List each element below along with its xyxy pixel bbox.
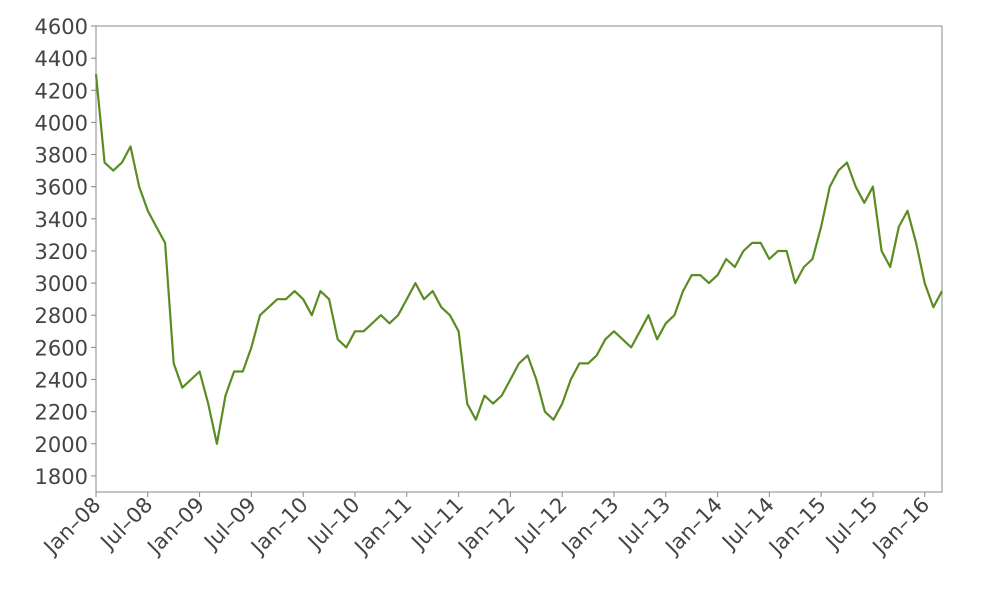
x-tick-label: Jan–14: [659, 493, 727, 561]
x-tick-label: Jan–10: [245, 493, 313, 561]
y-tick-label: 4200: [35, 79, 88, 103]
x-tick-label: Jan–08: [38, 493, 106, 561]
plot-frame: [95, 25, 943, 493]
y-tick-label: 2200: [35, 401, 88, 425]
y-tick-label: 2400: [35, 369, 88, 393]
y-tick-label: 4600: [35, 15, 88, 39]
y-tick-label: 2800: [35, 304, 88, 328]
x-tick-label: Jan–16: [867, 493, 935, 561]
y-tick-label: 3000: [35, 272, 88, 296]
x-tick-label: Jan–15: [763, 493, 831, 561]
y-tick-label: 3400: [35, 208, 88, 232]
y-tick-label: 4000: [35, 111, 88, 135]
y-tick-label: 2000: [35, 433, 88, 457]
y-tick-label: 4400: [35, 47, 88, 71]
x-tick-label: Jan–13: [556, 493, 624, 561]
y-tick-label: 3200: [35, 240, 88, 264]
line-series: [94, 74, 943, 445]
y-tick-label: 3600: [35, 176, 88, 200]
y-tick-label: 1800: [35, 465, 88, 489]
x-tick-label: Jan–12: [452, 493, 520, 561]
x-tick-label: Jan–11: [349, 493, 417, 561]
x-tick-label: Jan–09: [142, 493, 210, 561]
y-tick-label: 3800: [35, 144, 88, 168]
y-tick-label: 2600: [35, 336, 88, 360]
